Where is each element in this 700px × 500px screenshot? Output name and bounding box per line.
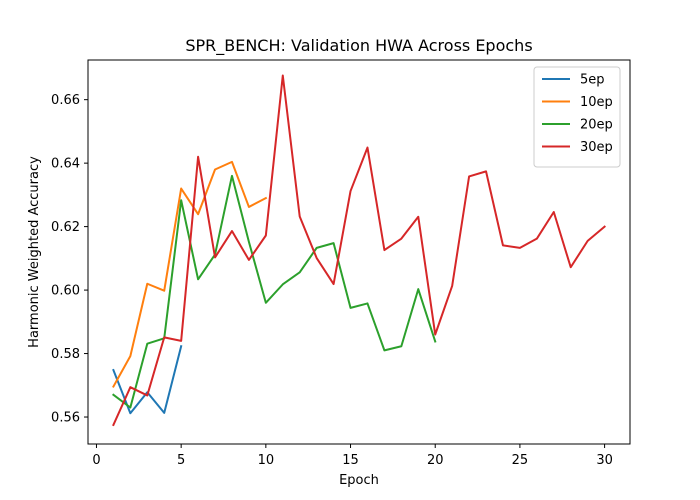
y-tick-label: 0.56	[51, 411, 80, 426]
legend-box	[533, 66, 621, 168]
x-tick-label: 20	[427, 453, 444, 468]
y-axis-title: Harmonic Weighted Accuracy	[27, 156, 42, 348]
x-tick-label: 0	[92, 453, 100, 468]
legend-label: 10ep	[580, 95, 613, 110]
y-tick-label: 0.58	[51, 347, 80, 362]
series-line-20ep	[112, 174, 437, 409]
x-tick-label: 25	[512, 453, 529, 468]
series-line-30ep	[112, 74, 606, 427]
x-tick-label: 15	[342, 453, 359, 468]
plot-frame	[87, 59, 631, 445]
series-line-10ep	[112, 160, 268, 388]
chart-title: SPR_BENCH: Validation HWA Across Epochs	[185, 36, 532, 56]
legend-label: 30ep	[580, 140, 613, 155]
y-tick-label: 0.60	[51, 284, 80, 299]
y-tick-label: 0.62	[51, 220, 80, 235]
legend-label: 5ep	[580, 73, 605, 88]
y-tick-label: 0.66	[51, 93, 80, 108]
x-axis-title: Epoch	[339, 473, 379, 488]
x-tick-label: 10	[258, 453, 275, 468]
y-tick-label: 0.64	[51, 157, 80, 172]
x-tick-label: 5	[177, 453, 185, 468]
x-axis: 0 5 10 15 20 25 30	[92, 444, 613, 468]
legend-label: 20ep	[580, 118, 613, 133]
x-tick-label: 30	[596, 453, 613, 468]
legend: 5ep 10ep 20ep 30ep	[533, 66, 621, 168]
y-axis: 0.56 0.58 0.60 0.62 0.64 0.66	[51, 93, 88, 426]
series-layer	[112, 74, 606, 427]
